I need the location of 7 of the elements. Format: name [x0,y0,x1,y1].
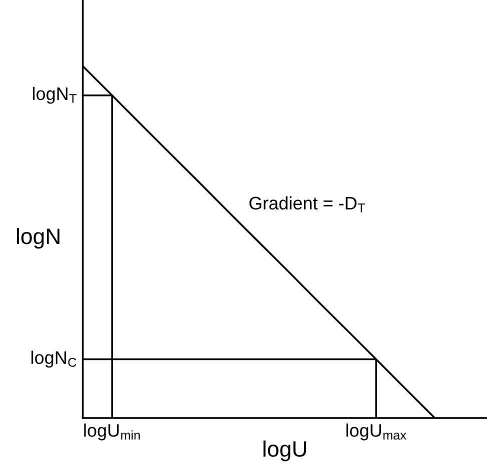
text: logN$_{C}$ [32,350,76,368]
x-axis-title: logU [264,440,306,462]
x-tick-label: logU$_{max}$ [346,424,406,440]
annotation: Gradient = -D$_{T}$ [249,196,365,212]
x-tick-label: logU$_{min}$ [84,424,140,440]
text: logN$_{T}$ [32,86,76,104]
y-axis-title: logN [16,228,60,249]
